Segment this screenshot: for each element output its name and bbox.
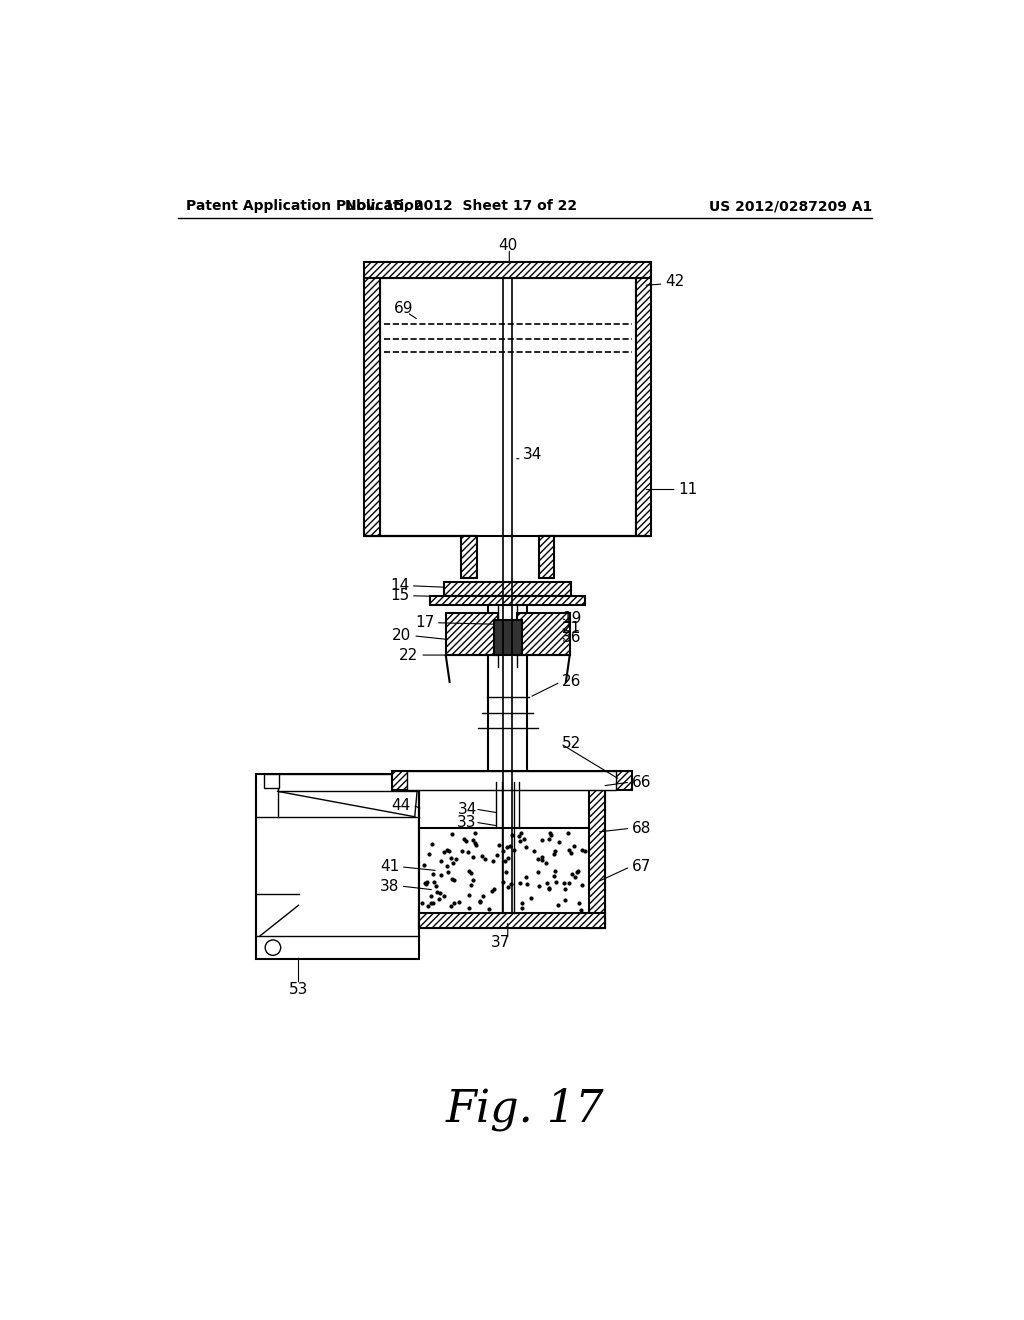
Circle shape xyxy=(265,940,281,956)
Text: US 2012/0287209 A1: US 2012/0287209 A1 xyxy=(709,199,872,213)
Text: 67: 67 xyxy=(632,859,651,874)
Text: 40: 40 xyxy=(499,238,518,253)
Text: 34: 34 xyxy=(458,801,477,817)
Bar xyxy=(539,536,554,578)
Text: 17: 17 xyxy=(415,615,434,630)
Bar xyxy=(256,775,419,960)
Text: 36: 36 xyxy=(562,630,582,645)
Text: 19: 19 xyxy=(562,611,582,626)
Text: 34: 34 xyxy=(523,447,543,462)
Bar xyxy=(589,781,604,928)
Text: 37: 37 xyxy=(490,935,510,950)
Bar xyxy=(407,771,616,789)
Text: 21: 21 xyxy=(562,620,582,636)
Text: 20: 20 xyxy=(391,628,411,643)
Text: 44: 44 xyxy=(391,797,411,813)
Text: 42: 42 xyxy=(665,275,684,289)
Bar xyxy=(365,263,651,277)
Bar xyxy=(430,595,586,605)
Text: Fig. 17: Fig. 17 xyxy=(445,1088,604,1131)
Bar xyxy=(419,913,604,928)
Text: 26: 26 xyxy=(562,675,582,689)
Bar xyxy=(365,277,380,536)
Bar xyxy=(419,781,604,928)
Text: Patent Application Publication: Patent Application Publication xyxy=(186,199,424,213)
Text: 14: 14 xyxy=(390,578,410,593)
Text: 11: 11 xyxy=(678,482,697,498)
Text: 41: 41 xyxy=(380,859,399,874)
Bar xyxy=(636,277,651,536)
Text: 22: 22 xyxy=(399,648,419,663)
Bar xyxy=(391,771,632,789)
Bar xyxy=(445,612,499,655)
Text: 53: 53 xyxy=(289,982,308,998)
Bar xyxy=(263,775,280,788)
Text: Nov. 15, 2012  Sheet 17 of 22: Nov. 15, 2012 Sheet 17 of 22 xyxy=(345,199,578,213)
Text: 66: 66 xyxy=(632,775,651,789)
Text: 52: 52 xyxy=(562,737,582,751)
Bar xyxy=(461,536,477,578)
Bar xyxy=(517,612,569,655)
Text: 33: 33 xyxy=(458,814,477,830)
Bar xyxy=(278,775,419,791)
Text: 68: 68 xyxy=(632,821,651,836)
Bar xyxy=(494,620,521,655)
Text: 38: 38 xyxy=(380,879,399,894)
Text: 15: 15 xyxy=(390,589,410,603)
Text: 69: 69 xyxy=(394,301,414,315)
Bar xyxy=(444,582,571,595)
Polygon shape xyxy=(380,277,636,536)
